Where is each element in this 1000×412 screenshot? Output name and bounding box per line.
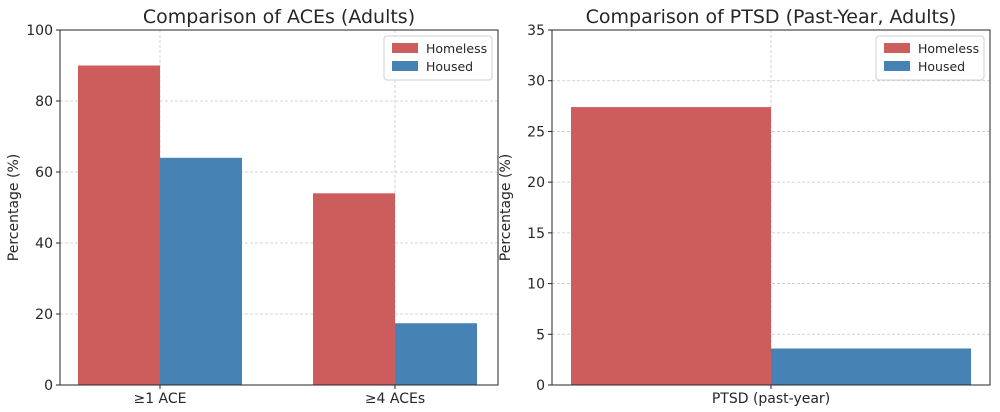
legend-swatch-housed	[392, 61, 418, 71]
aces-chart: 0 20 40 60 80 100 ≥1 ACE ≥4 ACEs Comparison of A…	[6, 6, 499, 407]
bar-housed-0	[771, 348, 971, 385]
chart-title: Comparison of PTSD (Past-Year, Adults)	[586, 6, 957, 28]
x-tick-label-1: ≥4 ACEs	[365, 391, 425, 407]
y-tick-label-3: 15	[527, 226, 545, 242]
bar-homeless-0	[571, 107, 771, 385]
y-tick-label-1: 20	[35, 307, 53, 323]
y-tick-label-3: 60	[35, 165, 53, 181]
bar-housed-0	[160, 157, 242, 385]
bar-homeless-0	[78, 65, 160, 385]
y-tick-label-1: 5	[536, 327, 545, 343]
y-tick-label-0: 0	[536, 378, 545, 394]
bar-housed-1	[395, 323, 477, 385]
legend-swatch-housed	[884, 61, 910, 71]
y-tick-label-2: 10	[527, 277, 545, 293]
y-tick-label-4: 20	[527, 175, 545, 191]
y-axis-label: Percentage (%)	[6, 154, 22, 261]
y-tick-label-6: 30	[527, 74, 545, 90]
legend-label-housed: Housed	[918, 59, 965, 74]
legend-swatch-homeless	[392, 43, 418, 53]
y-tick-label-4: 80	[35, 94, 53, 110]
ptsd-chart: 0 5 10 15 20 25 30 35 PTSD (past-year) Comparison…	[498, 6, 991, 407]
y-tick-label-5: 25	[527, 124, 545, 140]
y-tick-label-0: 0	[44, 378, 53, 394]
legend-label-housed: Housed	[426, 59, 473, 74]
y-axis-label: Percentage (%)	[498, 154, 514, 261]
legend-label-homeless: Homeless	[426, 41, 487, 56]
legend-label-homeless: Homeless	[918, 41, 979, 56]
legend-swatch-homeless	[884, 43, 910, 53]
plot-frame	[59, 29, 499, 386]
y-tick-label-7: 35	[527, 23, 545, 39]
x-tick-label-0: ≥1 ACE	[133, 391, 186, 407]
y-tick-label-5: 100	[26, 23, 53, 39]
chart-title: Comparison of ACEs (Adults)	[143, 6, 415, 28]
bar-homeless-1	[313, 193, 395, 385]
y-tick-label-2: 40	[35, 236, 53, 252]
x-tick-label-0: PTSD (past-year)	[712, 391, 830, 407]
